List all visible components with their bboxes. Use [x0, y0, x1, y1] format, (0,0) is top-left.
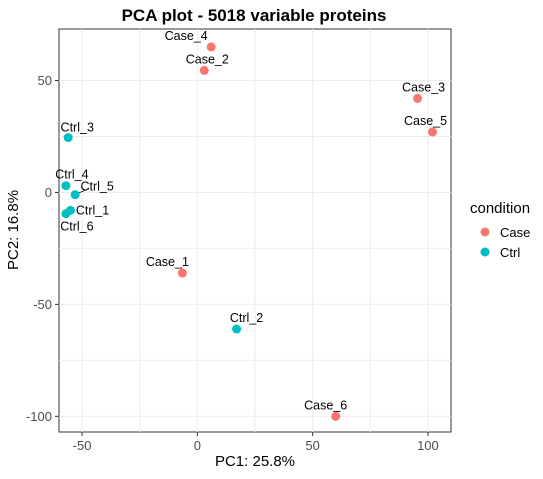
label-case-3: Case_3 — [402, 80, 445, 94]
chart-title: PCA plot - 5018 variable proteins — [122, 6, 387, 25]
x-tick-label: 0 — [194, 438, 201, 453]
legend: condition Case Ctrl — [470, 200, 530, 260]
point-labels: Case_4 Case_2 Case_3 Case_5 Case_1 Case_6 Ctrl… — [55, 29, 447, 412]
label-ctrl-6: Ctrl_6 — [60, 220, 93, 234]
point-ctrl-2 — [232, 324, 242, 334]
axis-ticks: -50 0 50 100 50 0 -50 -100 — [26, 73, 439, 453]
label-case-4: Case_4 — [165, 29, 208, 43]
y-tick-label: 50 — [38, 73, 52, 88]
x-tick-label: -50 — [73, 438, 92, 453]
grid-lines — [59, 29, 451, 432]
point-case-1 — [177, 268, 187, 278]
legend-label-ctrl: Ctrl — [500, 245, 520, 260]
point-case-4 — [206, 42, 216, 52]
data-points — [61, 42, 438, 421]
legend-key-case — [480, 227, 490, 237]
y-tick-label: -100 — [26, 409, 52, 424]
label-case-5: Case_5 — [404, 114, 447, 128]
point-ctrl-3 — [63, 133, 73, 143]
label-ctrl-1: Ctrl_1 — [76, 203, 109, 217]
point-case-5 — [428, 127, 438, 137]
label-ctrl-5: Ctrl_5 — [80, 180, 113, 194]
label-ctrl-3: Ctrl_3 — [61, 121, 94, 135]
point-case-3 — [413, 93, 423, 103]
y-tick-label: 0 — [45, 185, 52, 200]
legend-title: condition — [470, 200, 530, 217]
point-case-2 — [199, 65, 209, 75]
label-ctrl-4: Ctrl_4 — [55, 168, 88, 182]
x-tick-label: 100 — [417, 438, 439, 453]
label-case-6: Case_6 — [304, 398, 347, 412]
y-tick-label: -50 — [33, 297, 52, 312]
point-ctrl-6 — [61, 209, 71, 219]
legend-key-ctrl — [480, 247, 490, 257]
legend-label-case: Case — [500, 225, 530, 240]
label-ctrl-2: Ctrl_2 — [230, 311, 263, 325]
x-tick-label: 50 — [305, 438, 319, 453]
x-axis-title: PC1: 25.8% — [215, 453, 295, 470]
y-axis-title: PC2: 16.8% — [5, 190, 22, 270]
point-ctrl-5 — [70, 190, 80, 200]
point-case-6 — [331, 411, 341, 421]
label-case-2: Case_2 — [186, 52, 229, 66]
label-case-1: Case_1 — [146, 255, 189, 269]
point-ctrl-4 — [61, 181, 71, 191]
